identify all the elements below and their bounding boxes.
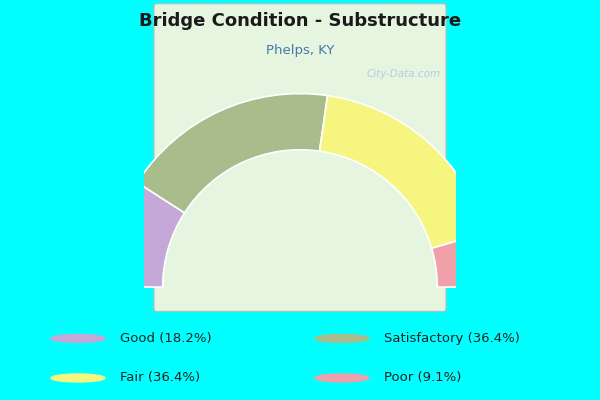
Circle shape — [51, 334, 105, 342]
Wedge shape — [107, 182, 185, 287]
Text: Satisfactory (36.4%): Satisfactory (36.4%) — [384, 332, 520, 345]
Wedge shape — [137, 94, 328, 213]
Circle shape — [51, 374, 105, 382]
FancyBboxPatch shape — [154, 4, 446, 311]
Text: Good (18.2%): Good (18.2%) — [120, 332, 212, 345]
Text: Poor (9.1%): Poor (9.1%) — [384, 372, 461, 384]
Wedge shape — [432, 232, 493, 287]
Circle shape — [315, 334, 369, 342]
Wedge shape — [320, 96, 485, 248]
Text: City-Data.com: City-Data.com — [366, 69, 440, 79]
Circle shape — [315, 374, 369, 382]
Text: Phelps, KY: Phelps, KY — [266, 44, 334, 57]
Text: Fair (36.4%): Fair (36.4%) — [120, 372, 200, 384]
Text: Bridge Condition - Substructure: Bridge Condition - Substructure — [139, 12, 461, 30]
